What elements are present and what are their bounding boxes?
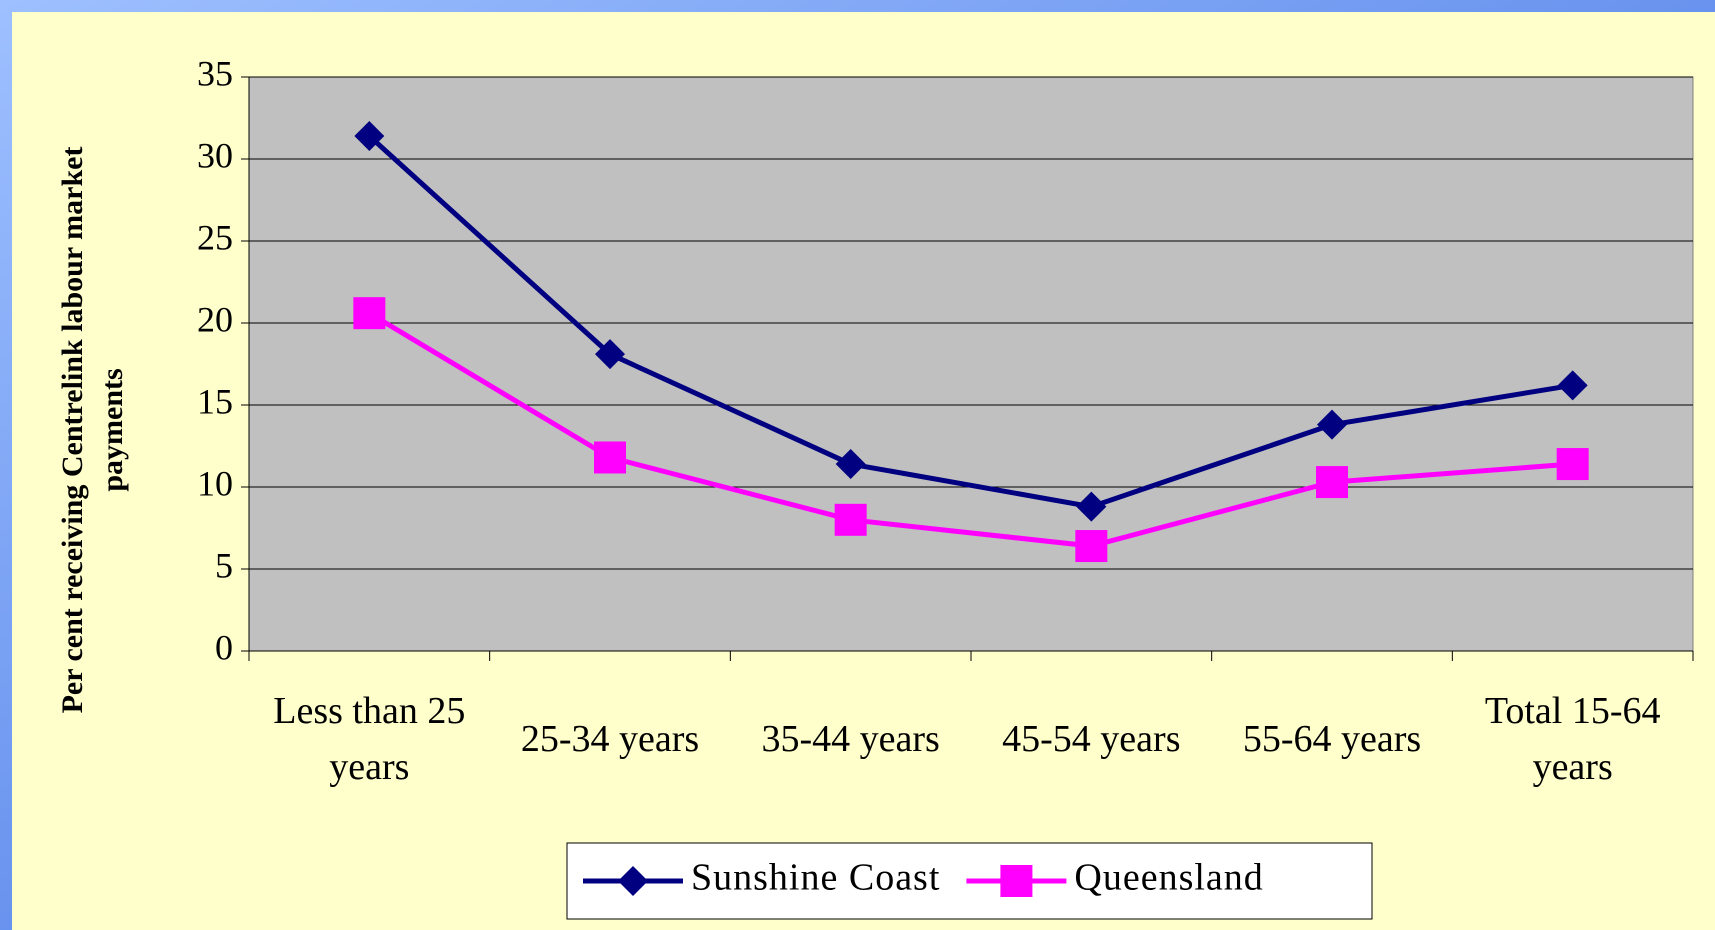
y-tick-label: 5 bbox=[215, 545, 233, 585]
x-tick-label: Total 15-64 years bbox=[1485, 690, 1661, 788]
marker bbox=[1316, 466, 1348, 499]
x-tick-label: 35-44 years bbox=[761, 718, 939, 760]
marker bbox=[1075, 530, 1108, 563]
legend-label: Queensland bbox=[1074, 857, 1263, 899]
marker bbox=[595, 339, 625, 370]
marker bbox=[354, 121, 385, 152]
legend-label: Sunshine Coast bbox=[691, 857, 940, 899]
y-tick-label: 15 bbox=[197, 381, 233, 421]
marker bbox=[1076, 491, 1107, 522]
y-tick-label: 20 bbox=[197, 299, 233, 339]
plot-area bbox=[248, 76, 1694, 652]
marker bbox=[594, 441, 626, 474]
x-tick-label: 45-54 years bbox=[1002, 718, 1180, 760]
marker bbox=[1556, 448, 1589, 481]
y-axis-label: Per cent receiving Centrelink labour mar… bbox=[56, 147, 129, 714]
y-tick-label: 10 bbox=[197, 463, 233, 503]
marker bbox=[618, 866, 648, 896]
marker bbox=[1000, 865, 1033, 897]
y-tick-label: 35 bbox=[197, 53, 233, 93]
y-tick-label: 0 bbox=[215, 627, 233, 667]
marker bbox=[834, 503, 867, 536]
y-tick-label: 25 bbox=[197, 217, 233, 257]
marker bbox=[835, 449, 866, 480]
series-line bbox=[367, 134, 1574, 510]
series-line bbox=[368, 311, 1573, 549]
x-tick-label: Less than 25 years bbox=[273, 690, 465, 788]
y-tick-label: 30 bbox=[197, 135, 233, 175]
marker bbox=[1317, 409, 1347, 440]
x-tick-label: 55-64 years bbox=[1243, 718, 1421, 760]
marker bbox=[353, 297, 386, 330]
marker bbox=[1557, 370, 1588, 401]
x-tick-label: 25-34 years bbox=[521, 718, 699, 760]
